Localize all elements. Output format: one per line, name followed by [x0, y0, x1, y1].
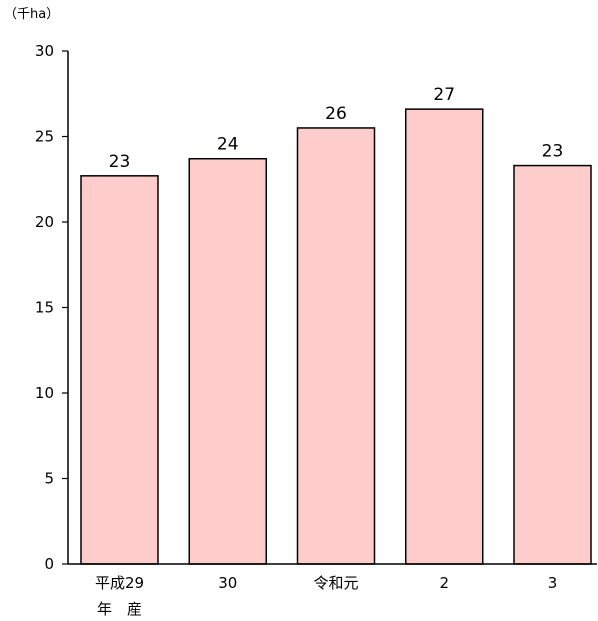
data-label: 27 [433, 85, 455, 105]
data-label: 23 [542, 142, 564, 162]
bar [405, 108, 484, 565]
data-label: 26 [325, 104, 347, 124]
bar [188, 157, 267, 565]
x-axis-labels: 平成29 年 産 30 令和元 2 3 [95, 574, 557, 618]
y-tick-label: 20 [35, 213, 54, 231]
bar [296, 127, 376, 565]
bars-group [80, 108, 592, 565]
y-tick-label: 5 [44, 470, 54, 488]
x-category-label: 2 [439, 574, 449, 592]
y-tick-label: 10 [35, 384, 54, 402]
y-tick-label: 0 [44, 555, 54, 573]
x-category-label: 30 [218, 574, 237, 592]
bar [513, 164, 592, 565]
x-category-label: 3 [548, 574, 558, 592]
axes-group [67, 51, 597, 565]
x-category-label: 年 産 [97, 600, 142, 618]
bar [80, 175, 159, 565]
y-tick-label: 15 [35, 299, 54, 317]
data-labels-group: 23 24 26 27 23 [109, 85, 564, 172]
y-axis-unit-label: （千ha） [4, 7, 59, 22]
x-category-label: 令和元 [313, 574, 358, 592]
y-tick-label: 30 [35, 42, 54, 60]
y-axis-ticks: 0 5 10 15 20 25 30 [35, 42, 68, 573]
data-label: 23 [109, 152, 131, 172]
x-category-label: 平成29 [95, 574, 144, 592]
data-label: 24 [217, 135, 239, 155]
y-tick-label: 25 [35, 128, 54, 146]
